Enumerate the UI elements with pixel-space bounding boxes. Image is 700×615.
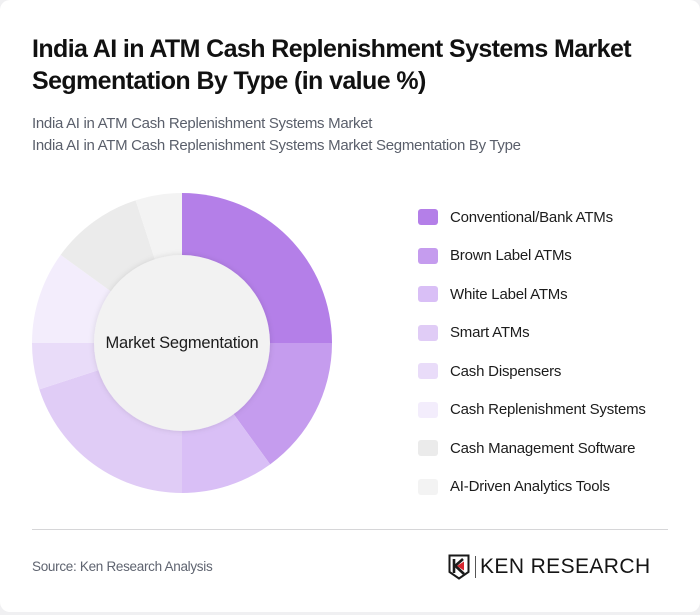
ken-research-shield-icon: [448, 554, 470, 580]
legend-item-brown-label-atms[interactable]: Brown Label ATMs: [418, 237, 688, 276]
legend-swatch: [418, 286, 438, 303]
legend-label: White Label ATMs: [450, 285, 568, 303]
legend-swatch: [418, 440, 438, 457]
source-note: Source: Ken Research Analysis: [32, 559, 213, 574]
legend-item-smart-atms[interactable]: Smart ATMs: [418, 314, 688, 353]
legend-label: Conventional/Bank ATMs: [450, 208, 613, 226]
legend-swatch: [418, 209, 438, 226]
page-title: India AI in ATM Cash Replenishment Syste…: [32, 35, 632, 95]
subtitle: India AI in ATM Cash Replenishment Syste…: [32, 113, 672, 156]
legend-item-cash-dispensers[interactable]: Cash Dispensers: [418, 352, 688, 391]
legend-label: Cash Dispensers: [450, 362, 562, 380]
logo-separator: [475, 556, 476, 578]
legend-item-cash-replenishment-systems[interactable]: Cash Replenishment Systems: [418, 391, 688, 430]
legend-swatch: [418, 401, 438, 418]
legend-swatch: [418, 324, 438, 341]
legend-item-cash-management-software[interactable]: Cash Management Software: [418, 429, 688, 468]
legend-label: Smart ATMs: [450, 324, 530, 342]
subtitle-line-1: India AI in ATM Cash Replenishment Syste…: [32, 115, 373, 132]
legend-swatch: [418, 247, 438, 264]
legend-swatch: [418, 363, 438, 380]
legend: Conventional/Bank ATMs Brown Label ATMs …: [418, 198, 688, 506]
legend-label: Brown Label ATMs: [450, 247, 572, 265]
legend-item-conventional-bank-atms[interactable]: Conventional/Bank ATMs: [418, 198, 688, 237]
legend-label: Cash Management Software: [450, 439, 636, 457]
legend-swatch: [418, 478, 438, 495]
ken-research-logo: KEN RESEARCH: [448, 553, 651, 581]
logo-text: KEN RESEARCH: [480, 555, 651, 578]
donut-hole: [94, 255, 270, 431]
legend-label: Cash Replenishment Systems: [450, 401, 646, 419]
legend-label: AI-Driven Analytics Tools: [450, 478, 610, 496]
legend-item-ai-driven-analytics-tools[interactable]: AI-Driven Analytics Tools: [418, 468, 688, 507]
donut-chart-svg: [32, 193, 332, 493]
footer-divider: [32, 529, 668, 530]
subtitle-line-2: India AI in ATM Cash Replenishment Syste…: [32, 136, 521, 154]
legend-item-white-label-atms[interactable]: White Label ATMs: [418, 275, 688, 314]
donut-chart: Market Segmentation: [32, 193, 332, 493]
